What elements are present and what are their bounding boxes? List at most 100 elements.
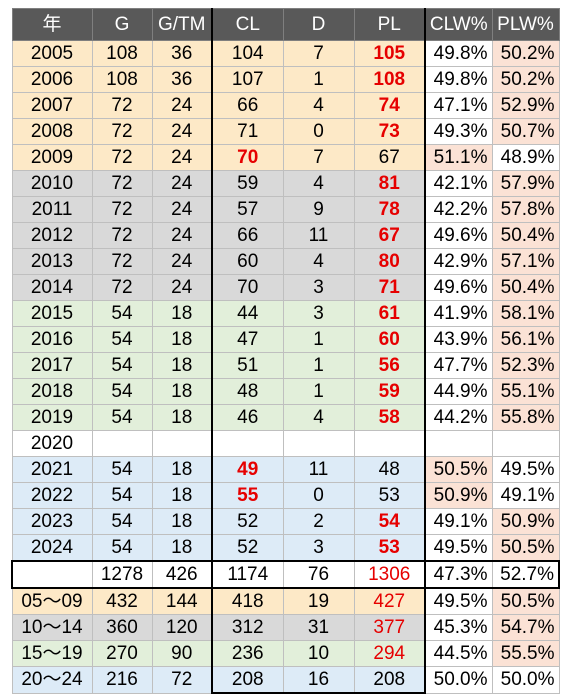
cell-games-per-team: 18 (151, 482, 213, 509)
cell-cl-win-pct: 42.2% (424, 196, 493, 223)
cell-draws: 3 (282, 274, 355, 301)
cell-cl: 70 (211, 144, 284, 171)
cell-pl-win-pct: 55.8% (491, 404, 560, 431)
stats-table-container: 年 G G/TM CL D PL CLW% PLW% 2005 108 36 104 7… (11, 8, 560, 694)
cell-pl: 60 (353, 326, 426, 353)
cell-pl: 59 (353, 378, 426, 405)
cell-games: 216 (91, 666, 153, 694)
table-row: 2024 54 18 52 3 53 49.5% 50.5% (11, 534, 560, 562)
cell-cl: 104 (211, 40, 284, 67)
cell-cl-win-pct: 50.9% (424, 482, 493, 509)
cell-games: 54 (91, 508, 153, 535)
cell-games-per-team: 24 (151, 144, 213, 171)
cell-pl-win-pct: 57.8% (491, 196, 560, 223)
cell-pl-win-pct: 50.0% (491, 666, 560, 694)
cell-cl: 57 (211, 196, 284, 223)
cell-year: 2019 (11, 404, 93, 431)
cell-pl: 71 (353, 274, 426, 301)
cell-cl: 52 (211, 534, 284, 562)
cell-year: 2018 (11, 378, 93, 405)
cell-draws: 0 (282, 482, 355, 509)
cell-cl: 48 (211, 378, 284, 405)
table-row: 2010 72 24 59 4 81 42.1% 57.9% (11, 170, 560, 197)
cell-pl-win-pct: 54.7% (491, 614, 560, 641)
cell-pl-win-pct: 58.1% (491, 300, 560, 327)
table-row: 2015 54 18 44 3 61 41.9% 58.1% (11, 300, 560, 327)
cell-pl-win-pct: 50.4% (491, 222, 560, 249)
cell-games: 72 (91, 144, 153, 171)
cell-year: 2016 (11, 326, 93, 353)
cell-games: 54 (91, 326, 153, 353)
cell-cl-win-pct: 44.9% (424, 378, 493, 405)
cell-pl-win-pct: 50.2% (491, 40, 560, 67)
cell-draws: 7 (282, 144, 355, 171)
cell-draws: 11 (282, 222, 355, 249)
cell-games-per-team: 18 (151, 352, 213, 379)
cell-games: 72 (91, 248, 153, 275)
cl-vs-pl-stats-table: 年 G G/TM CL D PL CLW% PLW% 2005 108 36 104 7… (11, 8, 560, 694)
cell-games: 1278 (91, 560, 153, 589)
cell-cl: 60 (211, 248, 284, 275)
cell-games-per-team: 24 (151, 196, 213, 223)
cell-draws: 76 (282, 560, 355, 589)
table-row: 2019 54 18 46 4 58 44.2% 55.8% (11, 404, 560, 431)
period-summary-row: 15～19 270 90 236 10 294 44.5% 55.5% (11, 640, 560, 667)
cell-cl-win-pct: 49.3% (424, 118, 493, 145)
cell-year: 10～14 (11, 614, 93, 641)
cell-games: 360 (91, 614, 153, 641)
table-row: 2023 54 18 52 2 54 49.1% 50.9% (11, 508, 560, 535)
cell-games: 54 (91, 300, 153, 327)
cell-cl: 59 (211, 170, 284, 197)
cell-pl: 78 (353, 196, 426, 223)
cell-games-per-team: 18 (151, 300, 213, 327)
cell-games-per-team: 18 (151, 378, 213, 405)
cell-cl-win-pct: 41.9% (424, 300, 493, 327)
cell-pl (353, 430, 426, 457)
cell-cl-win-pct: 49.8% (424, 66, 493, 93)
cell-draws: 16 (282, 666, 355, 694)
cell-pl: 48 (353, 456, 426, 483)
cell-cl-win-pct: 49.5% (424, 587, 493, 615)
cell-games-per-team: 24 (151, 274, 213, 301)
cell-year: 2008 (11, 118, 93, 145)
cell-games-per-team: 24 (151, 222, 213, 249)
cell-cl: 71 (211, 118, 284, 145)
cell-cl: 312 (211, 614, 284, 641)
cell-cl-win-pct: 50.5% (424, 456, 493, 483)
cell-pl: 208 (353, 666, 426, 694)
cell-pl: 58 (353, 404, 426, 431)
cell-pl: 427 (353, 587, 426, 615)
cell-games-per-team: 24 (151, 92, 213, 119)
header-pl: PL (353, 8, 426, 41)
cell-games-per-team: 18 (151, 456, 213, 483)
header-draws: D (282, 8, 355, 41)
cell-cl: 418 (211, 587, 284, 615)
cell-cl-win-pct: 49.5% (424, 534, 493, 562)
cell-cl: 47 (211, 326, 284, 353)
table-row: 2021 54 18 49 11 48 50.5% 49.5% (11, 456, 560, 483)
cell-pl: 1306 (353, 560, 426, 589)
cell-pl-win-pct: 50.2% (491, 66, 560, 93)
cell-draws: 4 (282, 92, 355, 119)
cell-pl-win-pct: 50.5% (491, 534, 560, 562)
header-games: G (91, 8, 153, 41)
cell-draws: 2 (282, 508, 355, 535)
cell-draws: 19 (282, 587, 355, 615)
cell-pl: 80 (353, 248, 426, 275)
cell-pl-win-pct: 49.5% (491, 456, 560, 483)
header-row: 年 G G/TM CL D PL CLW% PLW% (11, 8, 560, 41)
cell-cl (211, 430, 284, 457)
cell-games-per-team: 120 (151, 614, 213, 641)
table-row: 2017 54 18 51 1 56 47.7% 52.3% (11, 352, 560, 379)
cell-year: 2011 (11, 196, 93, 223)
cell-games: 72 (91, 92, 153, 119)
cell-year: 2020 (11, 430, 93, 457)
cell-pl-win-pct: 49.1% (491, 482, 560, 509)
cell-pl: 74 (353, 92, 426, 119)
cell-year: 2013 (11, 248, 93, 275)
cell-cl-win-pct: 42.1% (424, 170, 493, 197)
cell-cl-win-pct: 42.9% (424, 248, 493, 275)
cell-games-per-team: 18 (151, 508, 213, 535)
cell-pl-win-pct (491, 430, 560, 457)
cell-cl: 44 (211, 300, 284, 327)
